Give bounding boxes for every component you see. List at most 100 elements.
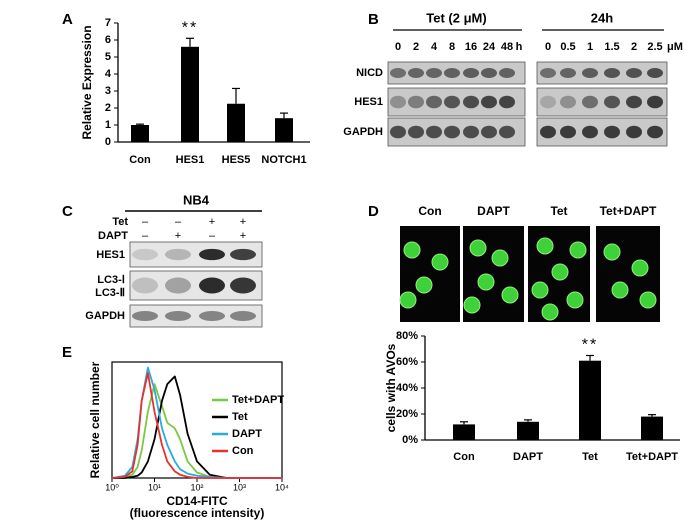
y-tick-label: 20% xyxy=(396,408,418,420)
cell xyxy=(501,286,519,304)
band xyxy=(540,95,556,109)
cell xyxy=(631,259,649,277)
band xyxy=(626,68,642,78)
cell xyxy=(403,241,421,259)
band xyxy=(408,125,424,139)
blot-strip xyxy=(536,61,668,85)
band xyxy=(199,277,225,294)
band xyxy=(165,277,191,294)
x-tick-label: Con xyxy=(453,451,475,463)
y-axis-label: Relative Expression xyxy=(80,25,94,139)
band xyxy=(426,95,442,109)
blot-group-title: 24h xyxy=(591,10,613,25)
cell xyxy=(569,241,587,259)
band xyxy=(132,248,158,261)
x-tick-label: HES5 xyxy=(222,154,251,166)
x-tick-label: 10³ xyxy=(233,482,246,492)
legend-label: DAPT xyxy=(232,428,262,440)
y-tick-label: 40% xyxy=(396,382,418,394)
cell xyxy=(551,263,569,281)
x-tick-label: HES1 xyxy=(176,154,205,166)
panel-label: D xyxy=(368,203,379,220)
lane-label: 16 xyxy=(465,41,477,53)
x-tick-label: DAPT xyxy=(513,451,543,463)
treatment-sign: – xyxy=(175,216,182,228)
band xyxy=(199,248,225,261)
x-axis-label: (fluorescence intensity) xyxy=(130,506,265,520)
y-tick-label: 4 xyxy=(105,68,112,80)
x-tick-label: Con xyxy=(129,154,151,166)
band xyxy=(165,248,191,261)
cell xyxy=(603,243,621,261)
legend-label: Tet xyxy=(232,411,248,423)
band xyxy=(463,125,479,139)
band xyxy=(132,277,158,294)
lane-label: 0 xyxy=(545,41,551,53)
annotation: ** xyxy=(582,337,598,354)
cell xyxy=(611,281,629,299)
treatment-sign: – xyxy=(142,230,149,242)
band xyxy=(499,68,515,78)
cell xyxy=(415,276,433,294)
row-label: HES1 xyxy=(96,249,125,261)
error-bar xyxy=(280,112,288,119)
row-label: NICD xyxy=(356,67,383,79)
bar xyxy=(453,424,475,440)
cell xyxy=(536,237,554,255)
band xyxy=(540,68,556,78)
band xyxy=(481,125,497,139)
image-label: Tet+DAPT xyxy=(600,204,657,218)
band xyxy=(444,125,460,139)
band xyxy=(582,68,598,78)
error-bar xyxy=(648,414,656,417)
cell xyxy=(639,291,657,309)
lane-label: 2 xyxy=(413,41,419,53)
band xyxy=(390,68,406,78)
lane-label: 48 xyxy=(501,41,513,53)
blot-strip xyxy=(129,304,263,328)
band xyxy=(408,95,424,109)
lane-label: 4 xyxy=(431,41,438,53)
row-label: GAPDH xyxy=(85,310,125,322)
error-bar xyxy=(186,37,194,47)
image-label: Con xyxy=(418,204,441,218)
x-tick-label: 10¹ xyxy=(148,482,161,492)
treatment-label: Tet xyxy=(112,216,128,228)
band xyxy=(463,68,479,78)
y-tick-label: 7 xyxy=(105,17,111,29)
treatment-sign: – xyxy=(209,230,216,242)
bar xyxy=(517,421,539,440)
bar xyxy=(227,103,245,142)
lane-label: 24 xyxy=(483,41,496,53)
lane-label: 0.5 xyxy=(560,41,575,53)
error-bar xyxy=(136,123,144,125)
cell xyxy=(541,303,559,321)
cell xyxy=(531,281,549,299)
bar xyxy=(181,46,199,142)
panel-label: E xyxy=(62,344,72,361)
treatment-sign: + xyxy=(240,216,246,228)
error-bar xyxy=(232,87,240,104)
lane-unit: μM xyxy=(667,41,683,53)
y-tick-label: 3 xyxy=(105,85,111,97)
band xyxy=(230,277,256,294)
error-bar xyxy=(586,354,594,361)
lane-label: 8 xyxy=(449,41,455,53)
band xyxy=(230,311,256,321)
y-tick-label: 6 xyxy=(105,34,111,46)
band xyxy=(626,95,642,109)
lane-label: 0 xyxy=(395,41,401,53)
y-tick-label: 60% xyxy=(396,356,418,368)
lane-label: 2.5 xyxy=(647,41,662,53)
band xyxy=(426,125,442,139)
band xyxy=(481,95,497,109)
panel-label: A xyxy=(62,11,73,28)
treatment-sign: + xyxy=(175,230,181,242)
band xyxy=(199,311,225,321)
band xyxy=(499,95,515,109)
y-tick-label: 5 xyxy=(105,51,111,63)
y-tick-label: 2 xyxy=(105,102,111,114)
treatment-sign: + xyxy=(209,216,215,228)
band xyxy=(604,68,620,78)
panel-label: B xyxy=(368,11,379,28)
